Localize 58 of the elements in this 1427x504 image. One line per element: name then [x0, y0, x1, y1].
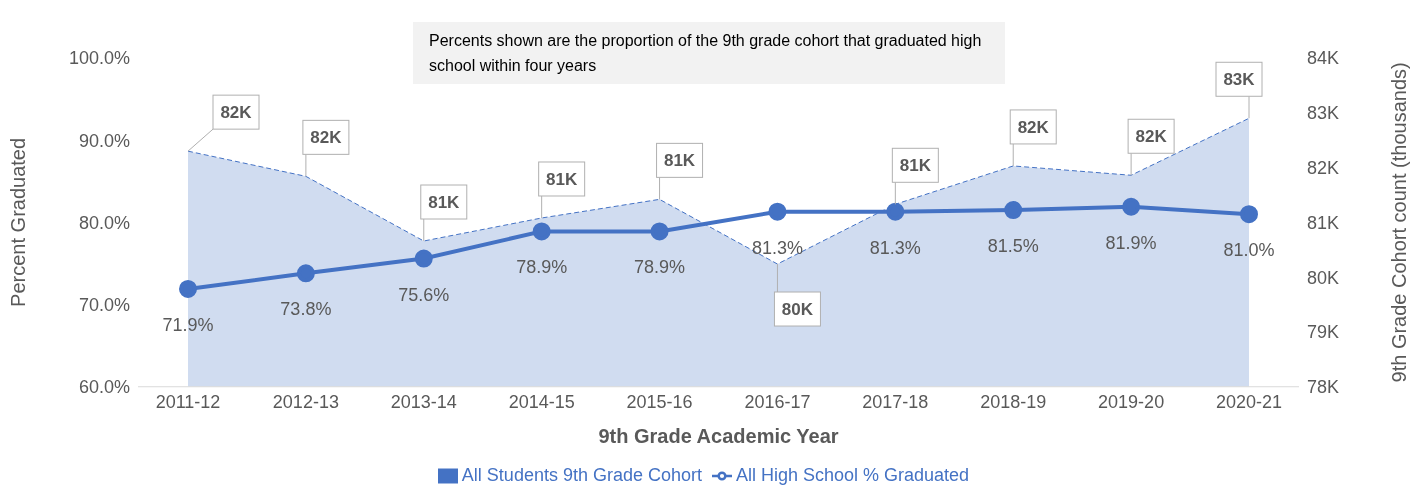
point [1004, 201, 1023, 220]
point [1240, 205, 1258, 224]
data-label: 81.3% [869, 237, 921, 258]
y-tick-label: 60.0% [78, 377, 130, 398]
data-label: 82K [1135, 127, 1168, 147]
y2-axis-title: 9th Grade Cohort count (thousands) [1388, 62, 1411, 383]
legend-label: All Students 9th Grade Cohort [461, 464, 702, 485]
data-label: 81.0% [1223, 240, 1275, 261]
x-tick-label: 2014-15 [508, 391, 575, 412]
data-label: 81K [663, 151, 696, 171]
y-tick-label: 70.0% [78, 294, 130, 315]
x-tick-label: 2015-16 [626, 391, 693, 412]
data-label: 82K [310, 128, 343, 148]
y2-tick-label: 84K [1307, 48, 1340, 69]
point [650, 222, 669, 241]
x-axis-title: 9th Grade Academic Year [598, 424, 839, 447]
data-label: 78.9% [634, 257, 686, 278]
y2-tick-label: 80K [1307, 267, 1340, 288]
point [768, 202, 787, 221]
y2-tick-label: 79K [1307, 322, 1340, 343]
x-tick-label: 2020-21 [1215, 391, 1283, 412]
data-label: 81K [428, 193, 461, 212]
data-label: 81K [899, 156, 932, 176]
point [886, 202, 905, 221]
data-label: 81.9% [1105, 232, 1157, 253]
x-tick-label: 2016-17 [744, 391, 811, 412]
data-label: 81K [546, 169, 578, 189]
data-label: 83K [1223, 70, 1256, 90]
x-tick-label: 2012-13 [272, 391, 339, 412]
legend-label: All High School % Graduated [736, 464, 970, 485]
point [296, 264, 315, 283]
data-label: 82K [220, 103, 253, 123]
x-tick-label: 2019-20 [1098, 391, 1165, 412]
note-box: Percents shown are the proportion of the 9th grade cohort that graduated high school within four years [413, 22, 1005, 84]
y2-tick-label: 81K [1307, 212, 1340, 233]
point [414, 249, 433, 268]
data-label: 81.5% [987, 236, 1039, 257]
y-tick-label: 80.0% [78, 212, 130, 233]
data-label: 80K [781, 300, 814, 320]
data-label: 73.8% [280, 299, 332, 320]
data-label: 82K [1017, 117, 1050, 137]
point [532, 222, 551, 241]
y2-tick-label: 82K [1307, 157, 1340, 178]
y2-tick-label: 78K [1307, 377, 1340, 398]
x-tick-label: 2011-12 [155, 391, 221, 412]
x-tick-label: 2013-14 [390, 391, 457, 412]
x-tick-label: 2017-18 [862, 391, 929, 412]
data-label: 78.9% [516, 257, 568, 278]
y-axis-title: Percent Graduated [7, 137, 30, 307]
y2-tick-label: 83K [1307, 103, 1340, 124]
data-label: 81.3% [751, 237, 803, 258]
point [179, 279, 197, 298]
data-label: 71.9% [162, 314, 214, 335]
y-tick-label: 90.0% [78, 130, 130, 151]
data-label: 75.6% [398, 284, 450, 305]
point [1122, 197, 1141, 216]
x-tick-label: 2018-19 [980, 391, 1047, 412]
y-tick-label: 100.0% [68, 48, 130, 69]
